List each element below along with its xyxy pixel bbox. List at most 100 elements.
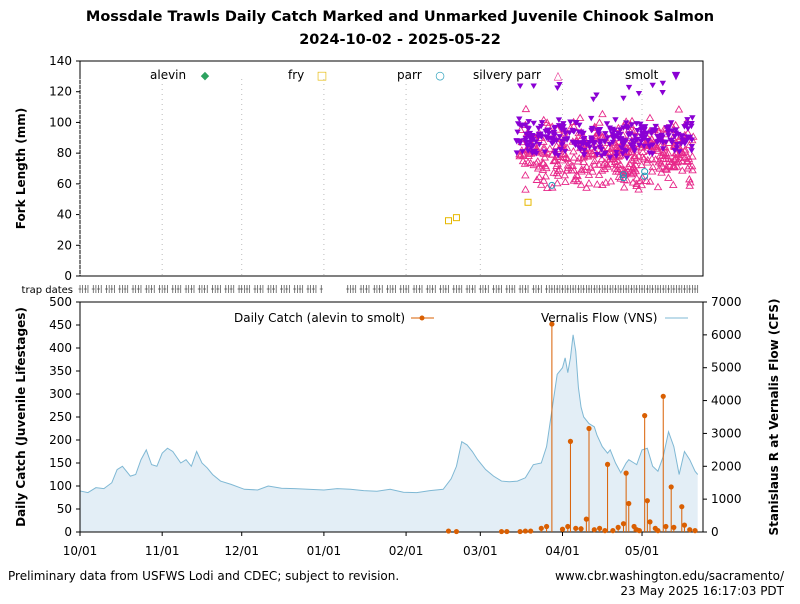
silvery-parr-point xyxy=(588,149,597,157)
smolt-point xyxy=(570,129,578,135)
smolt-point xyxy=(576,122,583,129)
smolt-point xyxy=(627,142,635,148)
silvery-parr-point xyxy=(637,180,647,189)
catch-point xyxy=(615,524,621,531)
smolt-point xyxy=(606,141,613,148)
silvery-parr-point xyxy=(558,156,567,164)
smolt-point xyxy=(586,140,593,146)
smolt-point xyxy=(513,150,521,156)
smolt-point xyxy=(656,133,663,140)
smolt-point xyxy=(575,145,583,151)
silvery-parr-point xyxy=(619,183,629,191)
y-tick-label: 120 xyxy=(49,85,72,99)
smolt-point xyxy=(620,147,628,154)
smolt-point xyxy=(517,83,524,89)
silvery-parr-point xyxy=(520,159,530,167)
smolt-point xyxy=(649,82,656,89)
smolt-point xyxy=(563,137,571,143)
y-tick-label: 20 xyxy=(57,238,72,252)
silvery-parr-point xyxy=(577,167,586,175)
catch-point xyxy=(620,521,627,527)
parr-point xyxy=(619,174,627,182)
smolt-point xyxy=(686,134,694,141)
silvery-parr-point xyxy=(569,166,579,174)
catch-point xyxy=(626,500,632,507)
smolt-point xyxy=(604,135,611,141)
y-tick-label: 350 xyxy=(49,364,72,378)
parr-point xyxy=(641,168,649,176)
silvery-parr-point xyxy=(590,160,600,168)
silvery-parr-point xyxy=(647,167,657,175)
smolt-point xyxy=(596,127,603,134)
smolt-point xyxy=(590,96,597,103)
silvery-parr-point xyxy=(634,151,644,160)
silvery-parr-point xyxy=(616,164,625,172)
smolt-point xyxy=(528,145,535,151)
y-tick-label: 450 xyxy=(49,318,72,332)
smolt-point xyxy=(536,141,543,148)
x-tick-label: 02/01 xyxy=(389,544,424,558)
silvery-parr-point xyxy=(575,113,585,121)
catch-point xyxy=(522,528,528,534)
parr-point xyxy=(548,181,556,189)
smolt-point xyxy=(646,144,653,150)
smolt-point xyxy=(626,131,633,137)
silvery-parr-point xyxy=(685,174,694,183)
silvery-parr-point xyxy=(638,152,647,161)
smolt-point xyxy=(676,149,683,155)
y2-tick-label: 0 xyxy=(711,525,719,539)
silvery-parr-point xyxy=(572,170,581,179)
smolt-point xyxy=(665,133,672,139)
smolt-point xyxy=(688,148,695,154)
silvery-parr-point xyxy=(537,133,546,141)
silvery-parr-point xyxy=(671,148,680,157)
silvery-parr-point xyxy=(606,159,615,167)
smolt-point xyxy=(514,129,521,136)
y2-tick-label: 1000 xyxy=(711,492,742,506)
smolt-point xyxy=(648,130,655,137)
silvery-parr-point xyxy=(631,160,641,169)
silvery-parr-point xyxy=(678,166,687,174)
catch-point xyxy=(687,527,693,533)
smolt-point xyxy=(667,137,674,144)
silvery-parr-point xyxy=(560,150,570,158)
smolt-point xyxy=(586,144,593,151)
silvery-parr-point xyxy=(688,152,697,160)
y2-axis-label-flow: Stanislaus R at Vernalis Flow (CFS) xyxy=(767,298,781,535)
smolt-point xyxy=(530,83,537,89)
smolt-point xyxy=(649,142,657,149)
silvery-parr-point xyxy=(618,165,627,173)
legend-marker-smolt: ▼ xyxy=(672,69,681,82)
legend-label-alevin: alevin xyxy=(150,68,186,82)
legend-label-smolt: smolt xyxy=(625,68,659,82)
legend-marker-alevin: ◆ xyxy=(201,69,210,82)
catch-point xyxy=(498,528,505,535)
vernalis-flow-line xyxy=(79,334,699,494)
smolt-point xyxy=(672,130,680,137)
silvery-parr-point xyxy=(540,153,550,161)
smolt-point xyxy=(679,137,686,143)
silvery-parr-point xyxy=(655,156,664,164)
silvery-parr-point xyxy=(632,174,642,182)
silvery-parr-point xyxy=(579,157,588,166)
smolt-point xyxy=(667,120,675,126)
y2-tick-label: 5000 xyxy=(711,361,742,375)
silvery-parr-point xyxy=(584,179,594,187)
silvery-parr-point xyxy=(629,163,638,171)
silvery-parr-point xyxy=(661,148,670,156)
x-tick-label: 12/01 xyxy=(224,544,259,558)
smolt-point xyxy=(588,137,595,143)
catch-point xyxy=(543,523,550,530)
fry-point xyxy=(444,217,452,225)
smolt-point xyxy=(688,143,695,150)
smolt-point xyxy=(609,134,617,141)
smolt-point xyxy=(673,141,681,148)
x-tick-label: 05/01 xyxy=(625,544,660,558)
silvery-parr-point xyxy=(630,153,639,162)
smolt-point xyxy=(598,153,606,159)
catch-point xyxy=(591,527,597,533)
silvery-parr-point xyxy=(567,161,576,169)
smolt-point xyxy=(628,122,636,128)
smolt-point xyxy=(606,155,614,161)
y-tick-label: 50 xyxy=(57,502,72,516)
